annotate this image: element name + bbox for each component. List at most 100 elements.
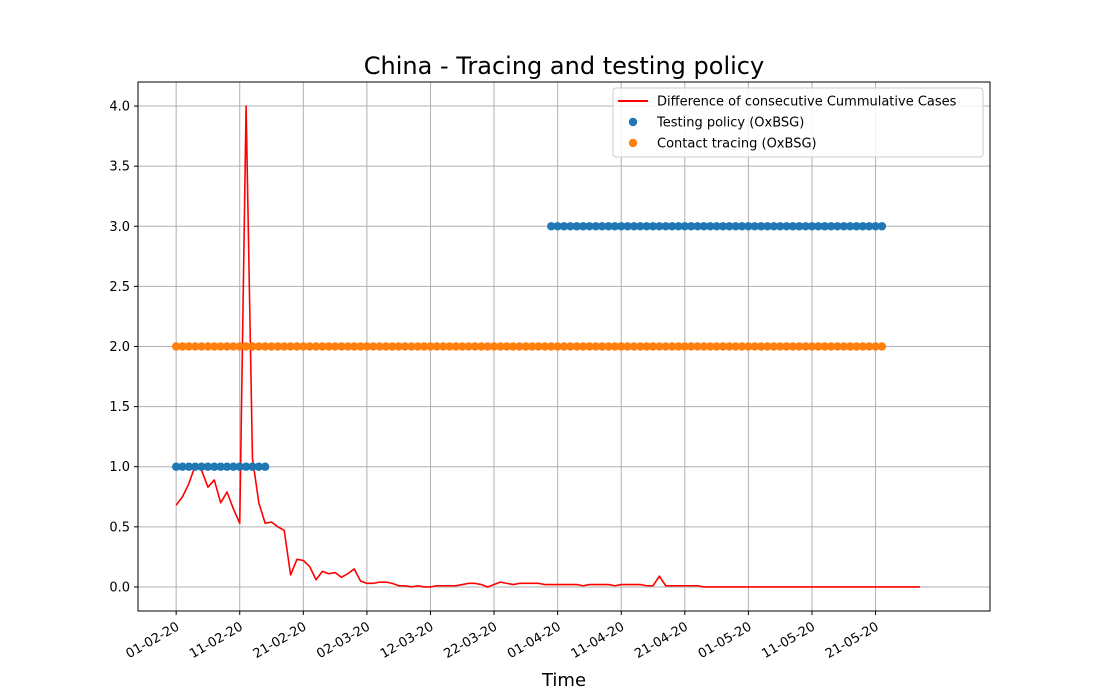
data-point <box>540 342 550 351</box>
data-point <box>362 342 372 351</box>
legend-swatch <box>628 138 638 148</box>
data-point <box>381 342 391 351</box>
x-tick-label: 21-02-20 <box>251 619 310 661</box>
data-point <box>725 342 734 351</box>
data-point <box>235 342 244 351</box>
y-tick-label: 4.0 <box>109 100 130 115</box>
y-tick-label: 1.5 <box>109 400 130 415</box>
data-point <box>197 462 206 471</box>
data-point <box>311 342 321 351</box>
data-point <box>871 222 880 231</box>
y-tick-label: 3.0 <box>109 220 130 235</box>
data-point <box>299 342 308 351</box>
data-point <box>629 342 639 351</box>
data-point <box>737 222 747 231</box>
data-point <box>845 222 855 231</box>
data-point <box>858 342 868 351</box>
data-point <box>572 222 581 231</box>
data-point <box>292 342 302 351</box>
data-point <box>419 342 429 351</box>
data-point <box>260 462 270 471</box>
data-point <box>585 222 594 231</box>
data-point <box>833 342 842 351</box>
data-point <box>864 342 874 351</box>
x-tick-label: 21-05-20 <box>823 619 882 661</box>
data-point <box>229 342 238 351</box>
data-point <box>191 462 200 471</box>
data-point <box>553 342 562 351</box>
data-point <box>178 462 187 471</box>
data-point <box>617 342 626 351</box>
data-point <box>636 222 645 231</box>
data-point <box>203 342 213 351</box>
data-point <box>553 222 562 231</box>
legend-box <box>612 87 984 158</box>
data-point <box>718 222 728 231</box>
data-point <box>699 342 709 351</box>
y-tick-label: 0.0 <box>109 580 130 595</box>
data-point <box>737 342 747 351</box>
x-tick-label: 11-05-20 <box>759 619 818 661</box>
data-point <box>788 222 798 231</box>
data-point <box>826 342 836 351</box>
data-point <box>324 342 333 351</box>
data-point <box>795 342 804 351</box>
data-point <box>674 222 683 231</box>
y-axis: 0.0 0.5 1.0 1.5 2.0 2.5 3.0 3.5 4.0 <box>109 100 138 595</box>
data-point <box>222 342 232 351</box>
data-point <box>858 222 868 231</box>
data-point <box>604 222 613 231</box>
data-point <box>610 342 620 351</box>
x-tick-label: 11-04-20 <box>569 619 628 661</box>
data-point <box>680 342 690 351</box>
data-point <box>864 222 874 231</box>
data-point <box>515 342 524 351</box>
legend-label: Contact tracing (OxBSG) <box>657 137 817 152</box>
y-tick-label: 2.5 <box>109 280 130 295</box>
x-tick-label: 11-02-20 <box>187 619 246 661</box>
data-point <box>712 342 721 351</box>
data-point <box>852 222 861 231</box>
data-point <box>623 342 632 351</box>
data-point <box>814 342 823 351</box>
data-point <box>667 342 677 351</box>
data-point <box>617 222 626 231</box>
data-point <box>610 222 620 231</box>
data-point <box>280 342 289 351</box>
data-point <box>216 342 225 351</box>
data-point <box>356 342 365 351</box>
data-point <box>782 342 791 351</box>
data-point <box>585 342 594 351</box>
data-point <box>820 342 829 351</box>
data-point <box>483 342 492 351</box>
x-tick-label: 21-04-20 <box>632 619 691 661</box>
series-line <box>175 105 921 588</box>
data-point <box>642 222 651 231</box>
data-point <box>426 342 435 351</box>
data-point <box>623 222 632 231</box>
data-point <box>566 222 575 231</box>
data-point <box>559 342 569 351</box>
data-point <box>788 342 798 351</box>
data-point <box>807 342 817 351</box>
data-point <box>534 342 543 351</box>
y-tick-label: 1.0 <box>109 460 130 475</box>
data-point <box>578 342 588 351</box>
data-point <box>833 222 842 231</box>
data-point <box>744 222 753 231</box>
data-point <box>254 462 264 471</box>
data-point <box>547 222 556 231</box>
data-point <box>629 222 639 231</box>
data-point <box>845 342 855 351</box>
x-tick-label: 12-03-20 <box>378 619 437 661</box>
data-point <box>839 342 848 351</box>
data-point <box>267 342 276 351</box>
legend-label: Difference of consecutive Cummulative Ca… <box>657 95 957 110</box>
data-point <box>731 342 740 351</box>
data-point <box>496 342 505 351</box>
data-point <box>464 342 473 351</box>
data-point <box>591 222 600 231</box>
data-point <box>216 462 225 471</box>
data-point <box>578 222 588 231</box>
data-point <box>839 222 848 231</box>
